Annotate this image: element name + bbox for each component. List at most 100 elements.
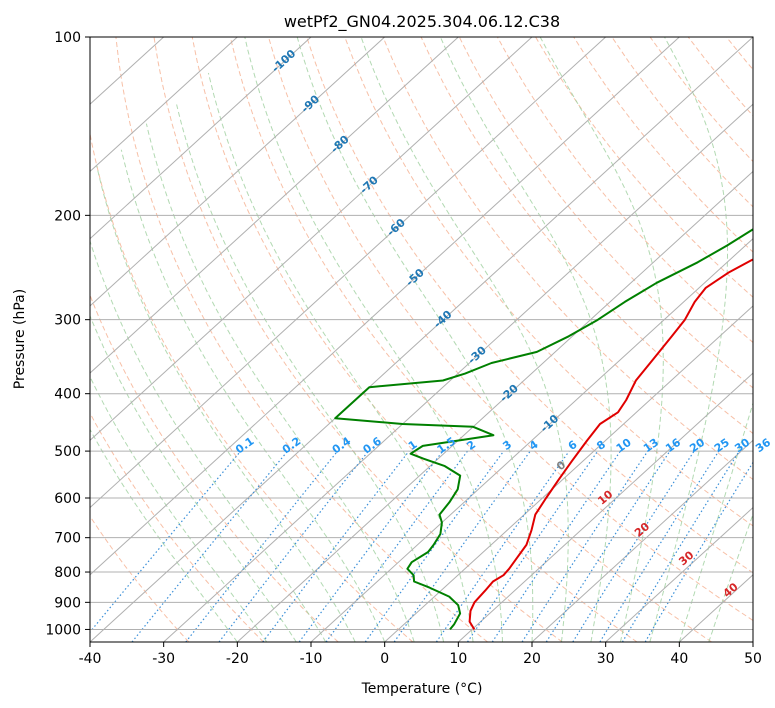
moist-adiabat xyxy=(96,165,356,642)
x-tick-label: -10 xyxy=(300,651,323,667)
mixing-ratio-line xyxy=(621,450,740,642)
x-tick-label: -30 xyxy=(152,651,175,667)
dry-adiabat xyxy=(344,37,753,527)
isotherm xyxy=(531,439,753,642)
x-axis-label: Temperature (°C) xyxy=(361,681,483,697)
isotherm xyxy=(236,170,753,642)
moist-adiabat xyxy=(296,37,534,642)
mixing-ratio-line xyxy=(599,450,720,642)
moist-adiabat xyxy=(90,375,268,642)
mixing-ratio-label: 1.5 xyxy=(435,435,458,457)
isotherm xyxy=(90,37,607,509)
mixing-ratio-line xyxy=(262,450,410,642)
background-lines xyxy=(90,37,775,642)
y-tick-label: 1000 xyxy=(45,622,81,638)
mixing-ratio-line xyxy=(90,450,242,633)
mixing-ratio-label: 0.6 xyxy=(360,434,384,456)
moist-adiabat xyxy=(439,37,612,642)
moist-adiabat xyxy=(207,72,474,642)
adiabat-label: 10 xyxy=(595,487,615,507)
mixing-ratio-line xyxy=(325,450,468,642)
mixing-ratio-label: 10 xyxy=(614,436,634,456)
moist-adiabat xyxy=(90,239,327,642)
moist-adiabat xyxy=(145,123,415,642)
mixing-ratio-line xyxy=(467,450,599,642)
isotherm xyxy=(384,305,753,642)
isotherm-label: -100 xyxy=(269,47,298,75)
x-tick-label: 30 xyxy=(597,651,615,667)
x-tick-label: 0 xyxy=(380,651,389,667)
y-tick-label: 400 xyxy=(54,387,81,403)
isotherm xyxy=(310,237,753,642)
mixing-ratio-line xyxy=(185,450,339,642)
isotherm xyxy=(605,506,753,642)
mixing-ratio-line xyxy=(364,450,505,642)
dry-adiabat xyxy=(765,37,775,642)
dry-adiabat xyxy=(268,37,753,622)
y-tick-label: 200 xyxy=(54,208,81,224)
dry-adiabat xyxy=(90,131,414,642)
x-tick-label: 10 xyxy=(449,651,467,667)
mixing-ratio-label: 13 xyxy=(641,436,661,455)
plot-frame xyxy=(89,36,754,643)
adiabat-label: 40 xyxy=(721,580,741,600)
moist-adiabat xyxy=(678,401,753,642)
chart-title: wetPf2_GN04.2025.304.06.12.C38 xyxy=(284,12,560,32)
isotherm xyxy=(90,37,459,374)
adiabat-label: 0 xyxy=(554,458,568,473)
isotherm xyxy=(752,641,753,642)
x-tick-label: 40 xyxy=(670,651,688,667)
dry-adiabat xyxy=(90,412,264,642)
mixing-ratio-line xyxy=(435,450,570,642)
moist-adiabat xyxy=(120,149,386,642)
y-tick-label: 500 xyxy=(54,444,81,460)
moist-adiabat xyxy=(649,37,728,642)
dry-adiabat xyxy=(496,37,753,344)
isotherm xyxy=(457,372,753,642)
mixing-ratio-line xyxy=(644,461,753,642)
mixing-ratio-line xyxy=(572,450,695,642)
mixing-ratio-label: 20 xyxy=(687,436,707,456)
y-tick-label: 900 xyxy=(54,595,81,611)
moist-adiabat xyxy=(360,37,569,642)
isotherm xyxy=(90,37,753,642)
mixing-ratio-line xyxy=(131,450,289,642)
isotherm xyxy=(90,37,238,173)
dry-adiabat xyxy=(573,37,753,253)
mixing-ratio-line xyxy=(491,450,621,642)
dry-adiabat xyxy=(420,37,753,435)
moist-adiabat xyxy=(176,104,445,642)
isotherm xyxy=(90,37,386,307)
mixing-ratio-label: 36 xyxy=(753,436,773,456)
y-axis-label: Pressure (hPa) xyxy=(12,289,28,389)
y-tick-label: 800 xyxy=(54,565,81,581)
mixing-ratio-line xyxy=(393,450,531,642)
x-tick-label: 50 xyxy=(744,651,762,667)
axis-ticks: -40 -30 -20 -10 0 10 20 30 40 5010020030040050060… xyxy=(45,30,762,667)
y-tick-label: 700 xyxy=(54,531,81,547)
mixing-ratio-label: 0.4 xyxy=(330,434,354,456)
y-tick-label: 300 xyxy=(54,313,81,329)
isotherm xyxy=(90,37,533,442)
moist-adiabat xyxy=(90,428,238,642)
sounding-lines xyxy=(334,228,753,631)
dry-adiabat xyxy=(611,37,753,208)
isotherm xyxy=(90,37,680,576)
mixing-ratio-label: 0.1 xyxy=(233,435,256,457)
mixing-ratio-label: 30 xyxy=(732,436,752,456)
dry-adiabat xyxy=(535,37,753,298)
dry-adiabat xyxy=(191,37,638,642)
x-tick-label: 20 xyxy=(523,651,541,667)
mixing-ratio-label: 0.2 xyxy=(280,435,303,457)
dry-adiabat xyxy=(726,37,753,71)
mixing-ratio-label: 25 xyxy=(712,436,732,455)
mixing-ratio-line xyxy=(298,450,444,642)
dry-adiabat xyxy=(687,37,753,117)
isotherm xyxy=(90,37,312,240)
dry-adiabat xyxy=(153,37,563,642)
adiabat-label: 30 xyxy=(676,548,696,568)
dry-adiabat xyxy=(382,37,753,481)
moist-adiabat xyxy=(539,37,664,642)
moist-adiabat xyxy=(708,513,753,642)
